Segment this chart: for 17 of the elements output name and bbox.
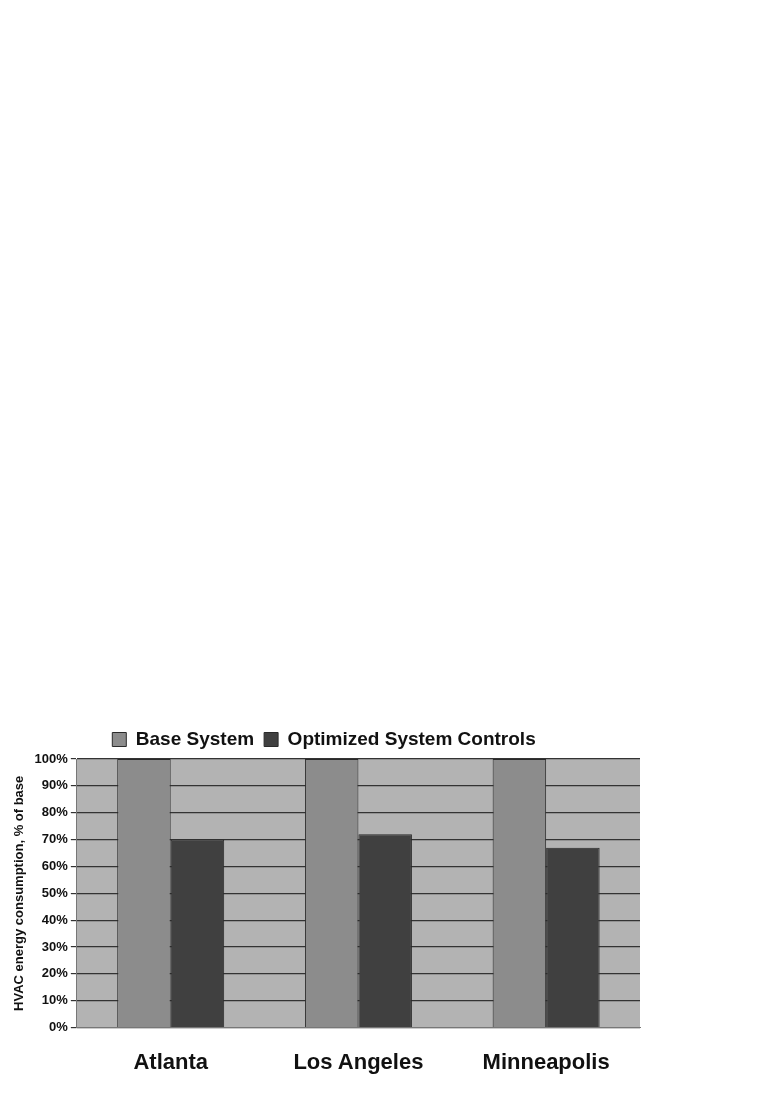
y-tick-label: 50% (41, 884, 69, 900)
y-tick-label: 10% (41, 992, 69, 1008)
x-tick-label: Los Angeles (293, 1048, 424, 1074)
legend-label: Optimized System Controls (287, 727, 536, 749)
y-tick-label: 60% (41, 858, 69, 874)
y-tick-label: 0% (49, 1019, 69, 1035)
y-tick-label: 100% (34, 750, 69, 766)
y-tick-label: 30% (41, 938, 69, 954)
y-tick-label: 20% (41, 965, 69, 981)
y-tick-label: 70% (41, 831, 69, 847)
y-tick-label: 80% (41, 804, 69, 820)
y-tick-label: 90% (41, 777, 69, 793)
y-axis-title: HVAC energy consumption, % of base (11, 775, 27, 1011)
y-tick-label: 40% (41, 911, 69, 927)
x-tick-label: Minneapolis (482, 1048, 610, 1074)
legend-label: Base System (135, 727, 255, 749)
x-tick-label: Atlanta (133, 1048, 209, 1074)
